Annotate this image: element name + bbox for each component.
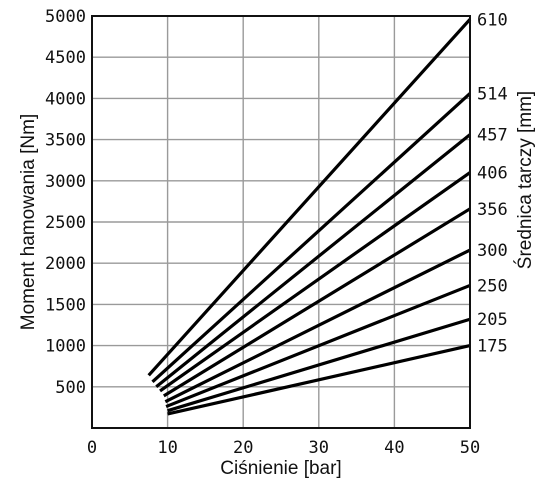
x-axis-label: Ciśnienie [bar]: [220, 458, 341, 479]
y-tick-label: 5000: [45, 7, 86, 27]
y-tick-label: 2000: [45, 254, 86, 274]
series-line-457: [155, 133, 472, 389]
y-tick-label: 3000: [45, 172, 86, 192]
y-tick-label: 4500: [45, 48, 86, 68]
series-line-514: [151, 92, 472, 384]
series-label-457: 457: [477, 126, 508, 146]
plot-frame: [91, 15, 471, 429]
series-lines: [147, 18, 472, 416]
y-tick-label: 1500: [45, 295, 86, 315]
y-tick-label: 500: [55, 378, 86, 398]
series-label-406: 406: [477, 164, 508, 184]
x-tick-labels: 0 10 20 30 40 50: [87, 438, 480, 458]
y-tick-label: 2500: [45, 213, 86, 233]
x-tick-label: 20: [233, 438, 253, 458]
grid-lines: [92, 16, 470, 428]
series-line-610: [147, 18, 472, 377]
series-labels: 610 514 457 406 356 300 250 205 175: [477, 10, 508, 356]
y-tick-label: 1000: [45, 337, 86, 357]
x-tick-label: 0: [87, 438, 97, 458]
x-tick-label: 10: [157, 438, 177, 458]
series-label-514: 514: [477, 84, 508, 104]
x-tick-label: 30: [309, 438, 329, 458]
x-tick-label: 40: [384, 438, 404, 458]
series-line-300: [164, 248, 471, 404]
series-label-175: 175: [477, 337, 508, 357]
series-label-610: 610: [477, 10, 508, 30]
y-axis-label: Moment hamowania [Nm]: [18, 114, 39, 330]
series-line-250: [165, 283, 471, 409]
series-line-205: [167, 317, 471, 413]
y-tick-label: 3500: [45, 131, 86, 151]
series-label-250: 250: [477, 276, 508, 296]
series-line-406: [159, 171, 471, 393]
x-tick-label: 50: [460, 438, 480, 458]
right-axis-label: Średnica tarczy [mm]: [514, 91, 536, 269]
series-label-205: 205: [477, 310, 508, 330]
y-tick-labels: 500 1000 1500 2000 2500 3000 3500 4000 4500 5000: [45, 7, 86, 398]
series-line-356: [162, 207, 471, 398]
series-line-175: [167, 344, 471, 416]
series-label-300: 300: [477, 241, 508, 261]
series-label-356: 356: [477, 200, 508, 220]
y-tick-label: 4000: [45, 89, 86, 109]
